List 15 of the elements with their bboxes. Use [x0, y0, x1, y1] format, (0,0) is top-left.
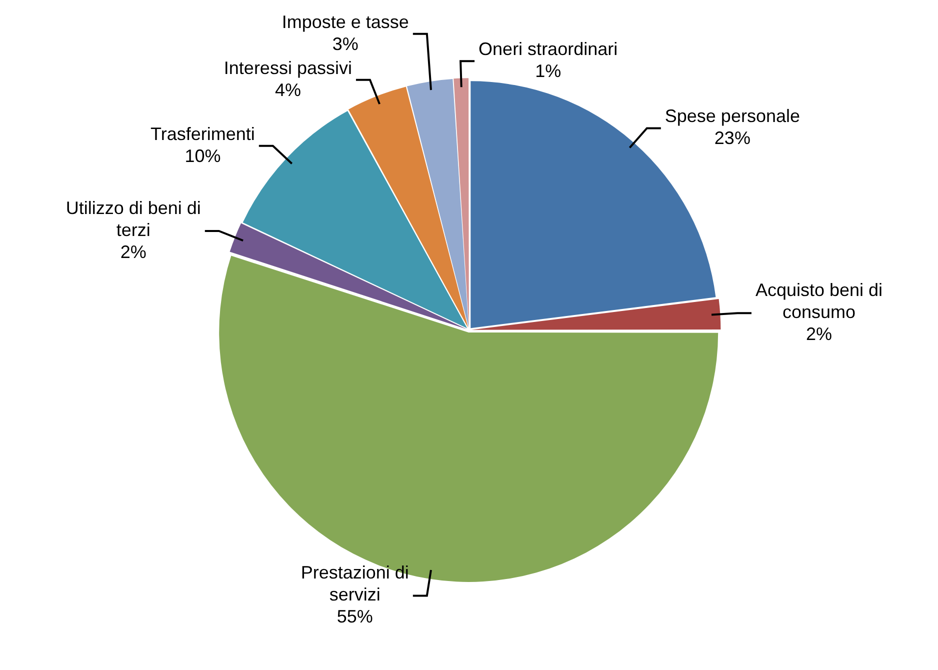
- slice-label: Spese personale: [664, 106, 800, 126]
- data-label: 1%: [535, 61, 562, 82]
- slice-label: Trasferimenti: [150, 124, 255, 144]
- slice-label: Oneri straordinari: [478, 39, 618, 60]
- data-label: 2%: [120, 242, 146, 262]
- data-label: 23%: [714, 128, 750, 148]
- slice-label: Utilizzo di beni di terzi: [66, 198, 201, 240]
- slice-label: Interessi passivi: [224, 58, 352, 78]
- data-label: 3%: [332, 34, 358, 54]
- data-label: 2%: [806, 324, 832, 344]
- data-label: 4%: [274, 80, 301, 100]
- slice-label: Acquisto beni di consumo: [755, 280, 883, 322]
- data-label: 10%: [184, 146, 221, 166]
- slice-label: Imposte e tasse: [282, 12, 409, 32]
- data-label: 55%: [336, 606, 373, 627]
